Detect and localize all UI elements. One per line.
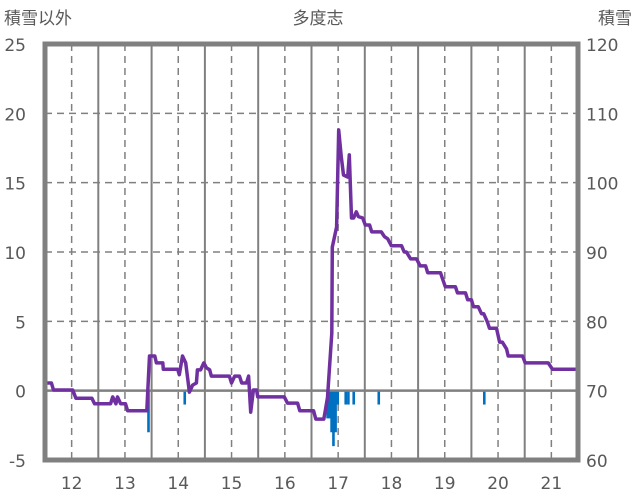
x-tick-label: 17: [327, 474, 349, 494]
x-tick-label: 21: [541, 474, 563, 494]
other-bar: [183, 390, 187, 405]
chart-title: 多度志: [293, 9, 344, 29]
left-axis-title: 積雪以外: [4, 9, 72, 29]
y-right-tick-label: 60: [586, 452, 608, 472]
other-bar: [328, 390, 332, 419]
other-bar: [147, 390, 150, 433]
other-bar: [352, 390, 356, 405]
other-bar: [334, 390, 337, 433]
grid: [45, 44, 578, 460]
y-left-tick-label: 5: [15, 313, 26, 333]
other-bar: [330, 390, 333, 433]
x-tick-label: 18: [381, 474, 403, 494]
y-left-tick-label: 20: [4, 105, 26, 125]
plot-frame: [42, 41, 581, 463]
other-bar: [347, 390, 350, 405]
y-right-tick-label: 120: [586, 36, 618, 56]
y-left-tick-label: 10: [4, 244, 26, 264]
y-left-tick-label: 25: [4, 36, 26, 56]
x-tick-label: 12: [61, 474, 83, 494]
y-right-tick-label: 90: [586, 244, 608, 264]
x-tick-label: 19: [434, 474, 456, 494]
other-bar: [332, 390, 335, 447]
snow-depth-line: [44, 128, 577, 421]
other-bar: [336, 390, 340, 405]
y-right-tick-label: 70: [586, 383, 608, 403]
other-bar: [482, 390, 486, 405]
y-left-tick-label: 0: [15, 383, 26, 403]
x-tick-label: 20: [487, 474, 509, 494]
y-left-tick-label: -5: [9, 452, 26, 472]
y-right-tick-label: 100: [586, 175, 618, 195]
x-tick-label: 14: [167, 474, 189, 494]
y-right-tick-label: 80: [586, 313, 608, 333]
y-left-tick-label: 15: [4, 175, 26, 195]
right-axis-title: 積雪: [598, 9, 632, 29]
x-tick-label: 16: [274, 474, 296, 494]
x-tick-label: 13: [114, 474, 136, 494]
y-right-tick-label: 110: [586, 105, 618, 125]
x-tick-label: 15: [221, 474, 243, 494]
other-bar: [344, 390, 348, 405]
other-bar: [377, 390, 381, 405]
